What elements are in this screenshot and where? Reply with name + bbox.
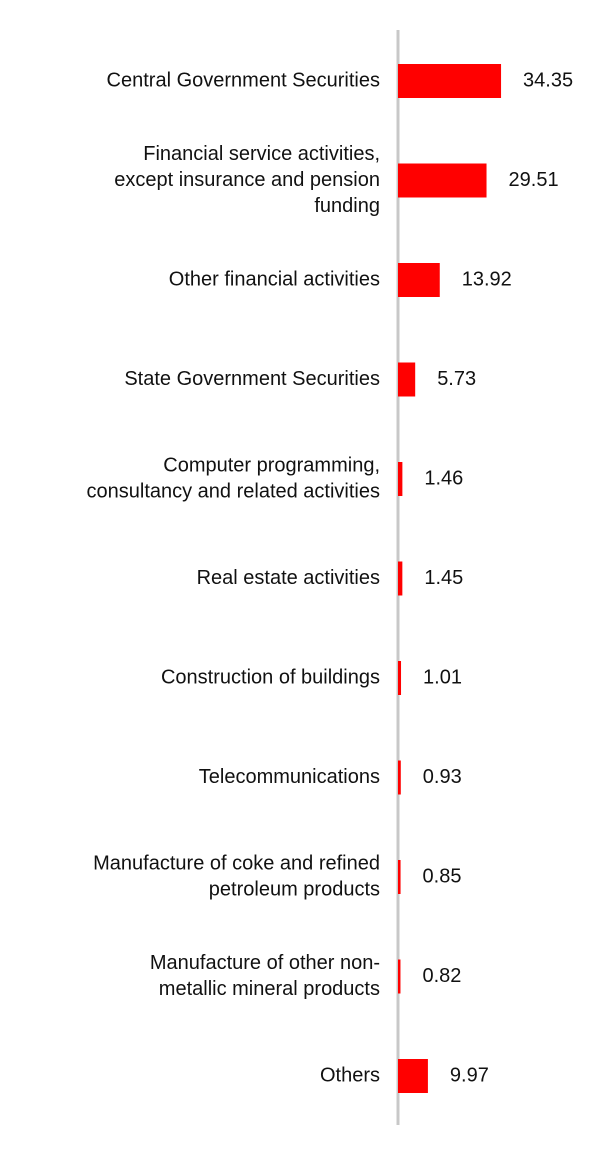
bar — [398, 64, 502, 98]
value-label: 29.51 — [509, 169, 559, 191]
bar — [398, 561, 403, 596]
category-label: Real estate activities — [197, 567, 380, 589]
category-label: Others — [320, 1064, 380, 1086]
category-label-line: Financial service activities, — [143, 143, 380, 165]
value-label: 9.97 — [450, 1064, 489, 1086]
bar — [398, 163, 487, 198]
value-label: 1.45 — [424, 567, 463, 589]
value-label: 1.46 — [424, 467, 463, 489]
category-label-line: Construction of buildings — [161, 666, 380, 688]
value-label: 34.35 — [523, 69, 573, 91]
category-label-line: petroleum products — [209, 878, 380, 900]
category-label: Construction of buildings — [161, 666, 380, 688]
bars-group — [398, 64, 502, 1093]
category-label: Manufacture of other non-metallic minera… — [150, 952, 380, 1000]
category-label-line: metallic mineral products — [159, 978, 380, 1000]
bar — [398, 462, 403, 496]
category-label: Manufacture of coke and refined petroleum… — [93, 852, 380, 900]
category-label-line: funding — [314, 195, 380, 217]
category-label-line: Telecommunications — [199, 766, 380, 788]
bar — [398, 1059, 428, 1093]
category-label-line: except insurance and pension — [114, 169, 380, 191]
value-label: 0.85 — [423, 865, 462, 887]
value-label: 13.92 — [462, 268, 512, 290]
category-label-line: Others — [320, 1064, 380, 1086]
category-label: State Government Securities — [124, 368, 380, 390]
category-label-line: Real estate activities — [197, 567, 380, 589]
category-label-line: Computer programming, — [163, 454, 380, 476]
category-label: Telecommunications — [199, 766, 380, 788]
category-label: Central Government Securities — [107, 69, 380, 91]
category-label-line: Other financial activities — [169, 268, 380, 290]
category-label-line: consultancy and related activities — [87, 480, 381, 502]
category-label: Financial service activities, except insu… — [114, 143, 380, 217]
bar — [398, 860, 401, 894]
value-label: 0.93 — [423, 766, 462, 788]
value-label: 0.82 — [422, 965, 461, 987]
bar — [398, 661, 402, 695]
value-labels-group: 34.35 29.51 13.92 5.73 1.46 1.45 1.01 0.93 0.85 0… — [422, 69, 573, 1086]
bar — [398, 362, 416, 397]
bar — [398, 263, 440, 297]
value-label: 5.73 — [437, 368, 476, 390]
category-label-line: Manufacture of coke and refined — [93, 852, 380, 874]
category-label-line: Manufacture of other non- — [150, 952, 380, 974]
category-label-line: Central Government Securities — [107, 69, 380, 91]
value-label: 1.01 — [423, 666, 462, 688]
bar — [398, 959, 401, 994]
category-label: Computer programming, consultancy and rel… — [87, 454, 381, 502]
category-label: Other financial activities — [169, 268, 380, 290]
category-labels-group: Central Government Securities Financial s… — [87, 69, 381, 1086]
category-label-line: State Government Securities — [124, 368, 380, 390]
bar — [398, 760, 401, 795]
